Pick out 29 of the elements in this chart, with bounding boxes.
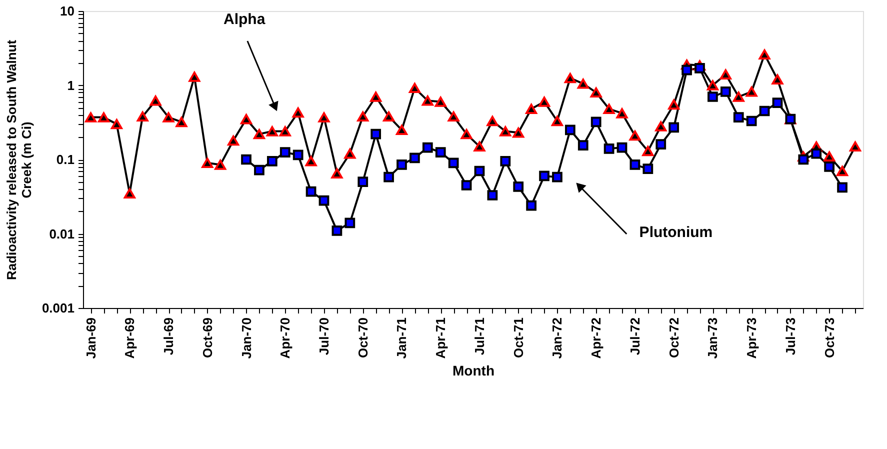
x-axis-title: Month [452, 362, 494, 379]
x-tick-label: Oct-69 [200, 318, 215, 358]
y-axis-title: Radioactivity released to South Walnut Creek (m Ci) [4, 39, 34, 280]
x-tick-label: Oct-72 [666, 318, 682, 358]
x-tick-label: Apr-69 [122, 318, 138, 359]
text: Alpha [224, 11, 266, 28]
x-tick-label: Apr-71 [433, 318, 448, 359]
x-tick-label: Oct-71 [510, 318, 526, 358]
x-tick-label: Apr-73 [744, 318, 760, 359]
x-tick-label: Jan-72 [550, 318, 565, 359]
y-tick-label: 0.1 [56, 152, 74, 167]
y-tick-label: 10 [60, 4, 74, 18]
x-tick-label: Apr-72 [588, 318, 604, 359]
x-tick-label: Jul-73 [782, 318, 798, 356]
x-tick-label: Oct-70 [355, 318, 370, 358]
y-tick-label: 1 [67, 78, 74, 93]
x-tick-label: Jan-69 [83, 318, 98, 359]
x-tick-label: Oct-73 [822, 318, 837, 358]
x-tick-label: Jul-69 [161, 318, 176, 356]
x-tick-label: Jul-71 [472, 318, 487, 356]
x-tick-label: Jan-71 [394, 318, 410, 359]
x-tick-label: Apr-70 [278, 318, 293, 359]
y-tick-label: 0.001 [42, 300, 74, 316]
x-tick-label: Jul-70 [316, 318, 332, 356]
y-tick-label: 0.01 [49, 226, 74, 242]
text: Plutonium [639, 224, 713, 241]
x-tick-label: Jul-72 [627, 318, 642, 356]
x-tick-label: Jan-70 [238, 318, 254, 359]
x-tick-label: Jan-73 [705, 318, 720, 359]
